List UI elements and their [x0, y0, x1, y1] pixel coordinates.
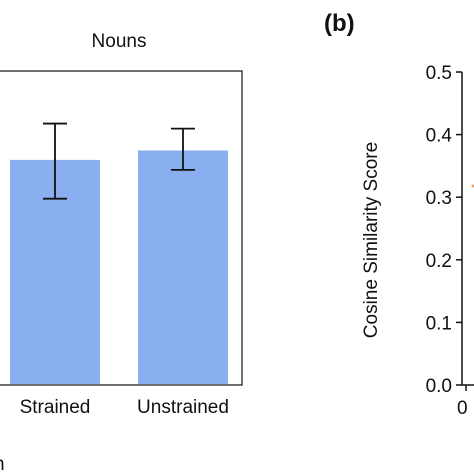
y-tick-label: 0.3 [426, 188, 452, 209]
panel-b-label: (b) [324, 10, 355, 37]
panel-b: (b) Cosine Similarity Score 0.0 0.1 0.2 0.3… [324, 10, 474, 419]
partial-bottom-label: n [0, 454, 5, 474]
y-tick-label: 0.5 [426, 63, 452, 84]
nouns-bars [10, 122, 228, 384]
partial-data-point [471, 184, 474, 188]
panel-b-y-axis-label: Cosine Similarity Score [361, 142, 382, 338]
panel-b-y-ticks: 0.0 0.1 0.2 0.3 0.4 0.5 [426, 63, 462, 397]
y-tick-label: 0.1 [426, 313, 452, 334]
x-tick-label: 0 [457, 398, 468, 419]
panel-b-x-ticks: 0 [457, 385, 468, 419]
nouns-panel: Nouns Strained Unstrained n [0, 31, 243, 474]
nouns-plot-frame [0, 70, 243, 386]
y-tick-label: 0.4 [426, 126, 453, 147]
y-tick-label: 0.2 [426, 251, 452, 272]
x-tick-label-strained: Strained [20, 397, 91, 418]
y-tick-label: 0.0 [426, 376, 452, 397]
x-tick-label-unstrained: Unstrained [137, 397, 229, 418]
nouns-x-tick-labels: Strained Unstrained [20, 397, 229, 418]
bar-unstrained [138, 150, 228, 384]
nouns-title: Nouns [92, 31, 147, 52]
